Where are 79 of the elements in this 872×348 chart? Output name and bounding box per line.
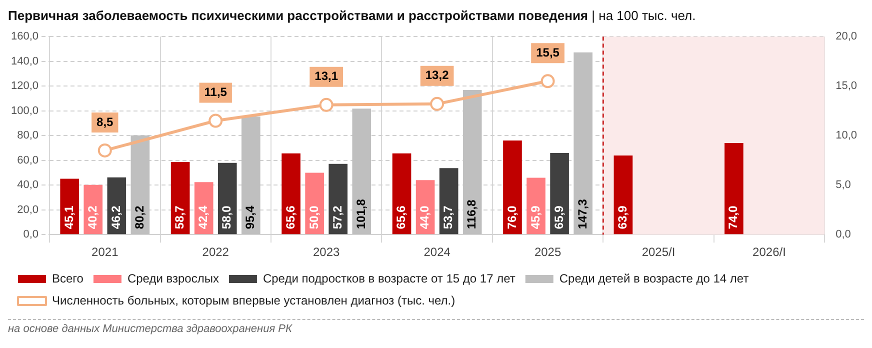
data-label: 80,2 bbox=[132, 205, 146, 230]
y-tick-label: 140,0 bbox=[10, 55, 39, 68]
data-label: 46,2 bbox=[108, 205, 123, 230]
y2-tick-label: 5,0 bbox=[836, 179, 851, 192]
bar bbox=[107, 177, 126, 234]
x-tick-label: 2022 bbox=[202, 245, 230, 260]
data-label: 63,9 bbox=[616, 205, 630, 230]
legend-label: Среди взрослых bbox=[127, 271, 219, 286]
bar bbox=[724, 143, 744, 234]
bar bbox=[462, 90, 482, 234]
bar bbox=[550, 153, 569, 234]
legend-label: Среди детей в возрасте до 14 лет bbox=[559, 271, 750, 286]
bar bbox=[574, 52, 592, 234]
data-label: 13,2 bbox=[425, 68, 450, 82]
text: на основе данных Министерства здравоохранения РК bbox=[8, 323, 294, 335]
data-label: 15,5 bbox=[536, 45, 560, 60]
data-label: 45,1 bbox=[62, 205, 76, 230]
chart-title: Первичная заболеваемость психическими расстройствами и расстройствами поведения bbox=[8, 8, 588, 23]
y2-tick-label: 0,0 bbox=[836, 228, 851, 241]
data-label: 8,5 bbox=[96, 114, 114, 129]
y2-tick-label: 10,0 bbox=[836, 130, 858, 142]
x-tick-label: 2021 bbox=[92, 245, 119, 260]
bar bbox=[352, 108, 372, 234]
point bbox=[430, 96, 444, 111]
y-tick-label: 60,0 bbox=[17, 154, 39, 166]
y2-tick-label: 20,0 bbox=[836, 30, 858, 43]
x-tick-label: 2026/I bbox=[752, 245, 786, 260]
x-tick-label: 2025/I bbox=[642, 245, 676, 260]
data-label: 76,0 bbox=[504, 205, 519, 230]
point bbox=[540, 74, 555, 88]
bar bbox=[282, 153, 300, 234]
bar bbox=[170, 162, 190, 234]
data-label: 53,7 bbox=[441, 205, 456, 230]
chart-subtitle: | на 100 тыс. чел. bbox=[592, 8, 696, 23]
data-label: 13,1 bbox=[314, 69, 338, 84]
legend-label: Численность больных, которым впервые установлен диагноз (тыс. чел.) bbox=[52, 293, 456, 308]
bar bbox=[614, 156, 633, 234]
data-label: 95,4 bbox=[243, 205, 258, 230]
y-tick-label: 100,0 bbox=[10, 104, 39, 117]
point bbox=[319, 98, 334, 112]
data-label: 101,8 bbox=[354, 198, 368, 230]
data-label: 11,5 bbox=[204, 85, 228, 100]
y-tick-label: 160,0 bbox=[10, 30, 39, 43]
bar bbox=[218, 162, 237, 234]
y-tick-label: 20,0 bbox=[17, 204, 39, 216]
point bbox=[208, 114, 223, 128]
bar bbox=[241, 116, 260, 234]
bar bbox=[439, 168, 458, 234]
x-tick-label: 2025 bbox=[534, 245, 562, 260]
bar bbox=[328, 164, 348, 234]
x-tick-label: 2023 bbox=[312, 245, 340, 260]
y-tick-label: 40,0 bbox=[17, 179, 39, 192]
data-label: 65,6 bbox=[283, 205, 298, 230]
data-label: 45,9 bbox=[528, 205, 542, 230]
legend-label: Всего bbox=[52, 271, 84, 286]
data-label: 65,6 bbox=[394, 205, 408, 230]
data-label: 44,0 bbox=[418, 205, 432, 230]
bar bbox=[305, 172, 324, 234]
data-label: 74,0 bbox=[726, 205, 740, 230]
data-label: 65,9 bbox=[552, 205, 566, 230]
data-label: 40,2 bbox=[85, 205, 100, 230]
bar bbox=[194, 182, 214, 234]
y-tick-label: 80,0 bbox=[17, 130, 39, 142]
point bbox=[98, 143, 112, 158]
legend-label: Среди подростков в возрасте от 15 до 17 лет bbox=[262, 271, 516, 286]
data-label: 58,7 bbox=[172, 205, 187, 230]
data-label: 58,0 bbox=[220, 205, 234, 230]
data-label: 42,4 bbox=[196, 205, 210, 230]
bar bbox=[392, 153, 412, 234]
y2-tick-label: 15,0 bbox=[836, 80, 858, 92]
data-label: 57,2 bbox=[330, 205, 344, 230]
data-label: 116,8 bbox=[464, 199, 479, 230]
y-tick-label: 0,0 bbox=[23, 228, 39, 241]
bar bbox=[503, 140, 522, 234]
data-label: 147,3 bbox=[575, 198, 590, 230]
bar bbox=[60, 178, 80, 234]
x-tick-label: 2024 bbox=[424, 245, 451, 260]
y-tick-label: 120,0 bbox=[10, 80, 39, 92]
data-label: 50,0 bbox=[306, 205, 321, 230]
